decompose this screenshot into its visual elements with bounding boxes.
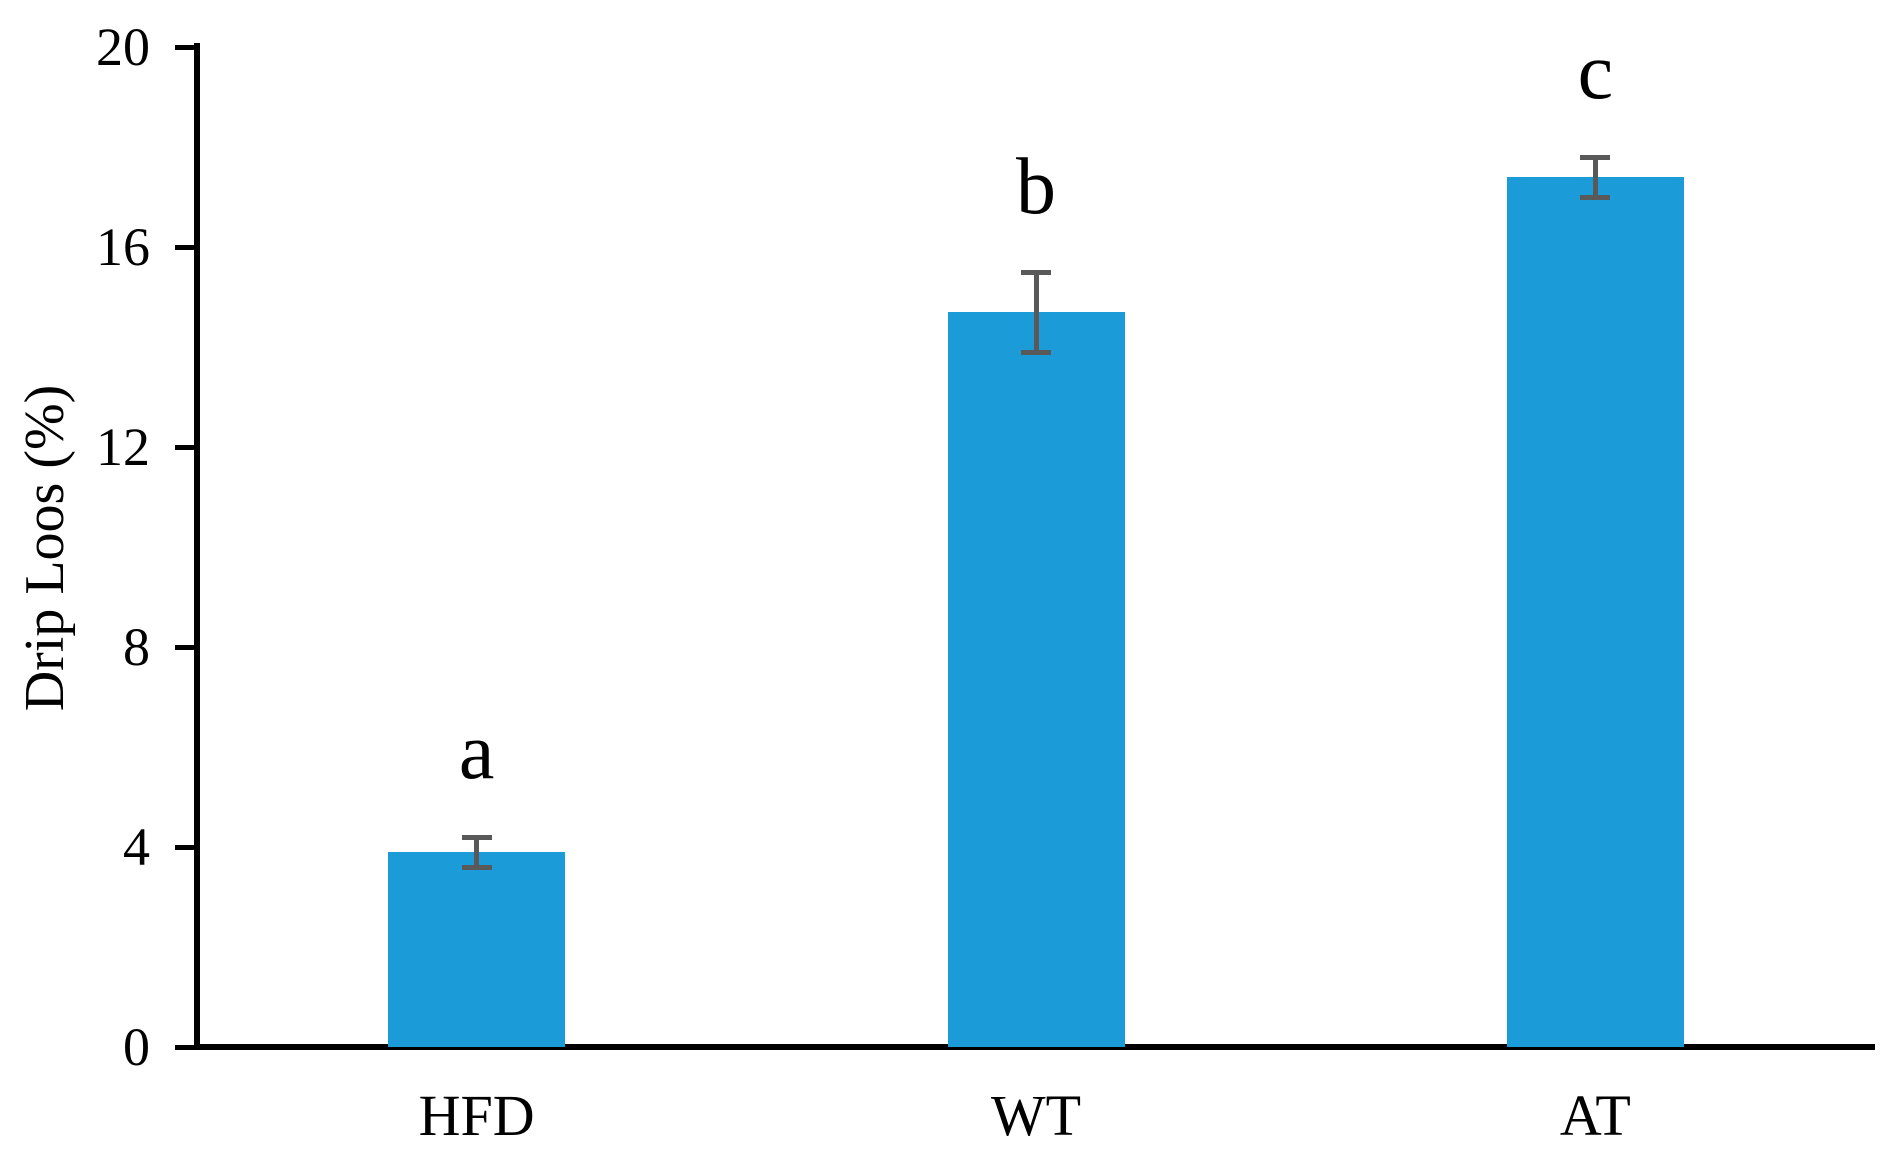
- bar-wt: [947, 312, 1125, 1047]
- error-bar-cap: [1580, 194, 1611, 200]
- significance-letter-b: b: [1016, 143, 1056, 231]
- y-tick-label: 0: [123, 1017, 150, 1077]
- y-tick-mark: [175, 244, 197, 250]
- y-axis-title: Drip Loos (%): [14, 384, 76, 712]
- y-tick-mark: [175, 444, 197, 450]
- error-bar-line: [1592, 157, 1598, 197]
- significance-letter-c: c: [1577, 28, 1614, 116]
- error-bar-cap: [461, 834, 492, 840]
- x-category-label-wt: WT: [990, 1083, 1082, 1148]
- y-tick-label: 12: [96, 417, 150, 477]
- error-bar-line: [1033, 272, 1039, 352]
- error-bar-cap: [461, 864, 492, 870]
- error-bar-line: [474, 837, 480, 867]
- y-tick-mark: [175, 844, 197, 850]
- significance-letter-a: a: [458, 708, 495, 796]
- y-tick-label: 20: [96, 17, 150, 77]
- error-bar-cap: [1021, 349, 1051, 355]
- y-tick-label: 16: [96, 217, 150, 277]
- y-tick-mark: [175, 644, 197, 650]
- x-category-label-at: AT: [1559, 1083, 1631, 1148]
- y-tick-mark: [175, 1044, 197, 1050]
- bar-at: [1506, 177, 1684, 1047]
- y-tick-label: 4: [123, 817, 150, 877]
- y-axis-line: [194, 43, 200, 1050]
- x-category-label-hfd: HFD: [418, 1083, 535, 1148]
- error-bar-cap: [1580, 154, 1611, 160]
- error-bar-cap: [1021, 269, 1051, 275]
- x-axis-line: [194, 1044, 1875, 1050]
- y-tick-mark: [175, 44, 197, 50]
- y-tick-label: 8: [123, 617, 150, 677]
- bar-hfd: [388, 852, 566, 1047]
